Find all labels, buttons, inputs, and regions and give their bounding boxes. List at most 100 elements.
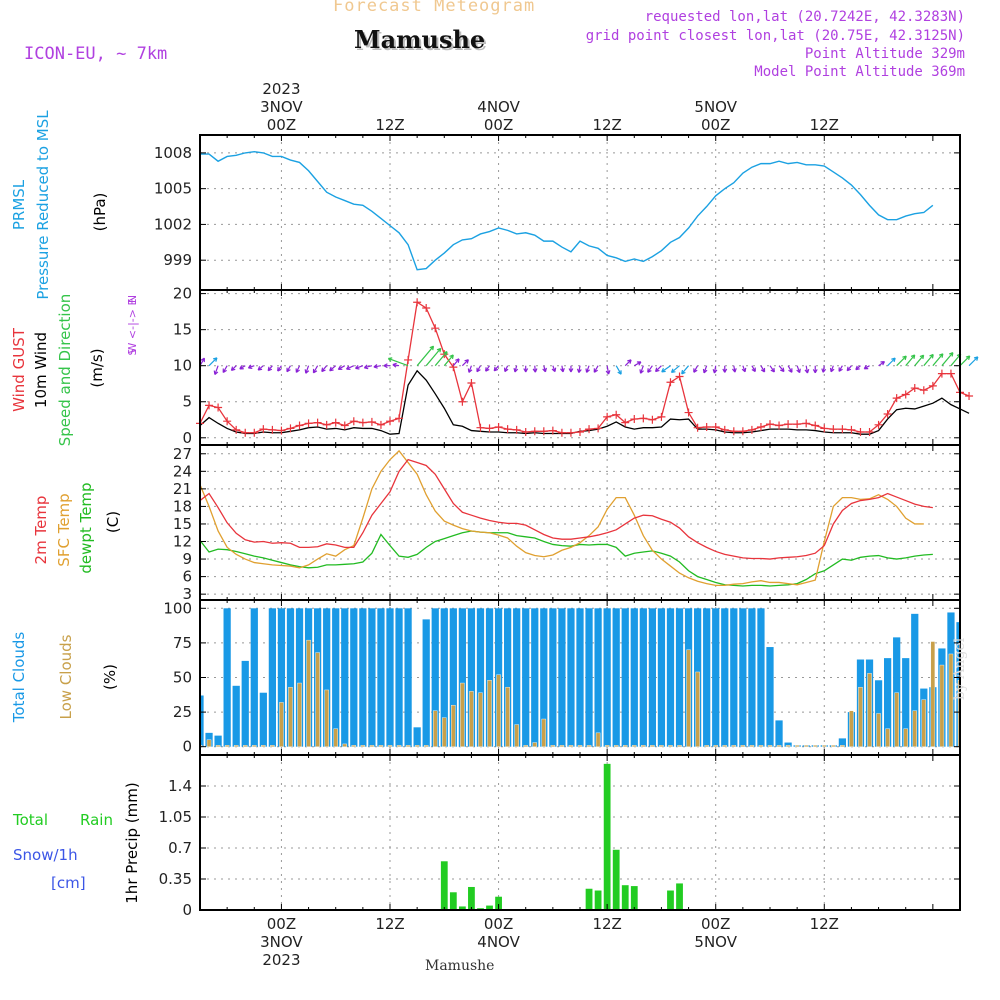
top-time-label: 12Z bbox=[810, 116, 839, 134]
total-clouds-bar bbox=[377, 608, 385, 747]
clouds-label-total: Total Clouds bbox=[10, 632, 28, 724]
low-clouds-bar bbox=[532, 742, 537, 747]
wind-gust-marker bbox=[422, 304, 431, 313]
wind-unit: (m/s) bbox=[88, 348, 106, 387]
wind-direction-arrow bbox=[760, 365, 766, 373]
total-clouds-bar bbox=[413, 727, 421, 747]
low-clouds-bar bbox=[930, 641, 936, 747]
bottom-time-label: 00Z bbox=[484, 915, 513, 933]
total-clouds-bar bbox=[368, 608, 376, 747]
total-clouds-bar bbox=[476, 608, 485, 747]
total-clouds-bar bbox=[359, 608, 367, 747]
wind-direction-arrow bbox=[295, 365, 301, 373]
total-clouds-bar bbox=[223, 608, 231, 747]
wind-direction-arrow bbox=[731, 365, 737, 373]
wind-gust-line bbox=[199, 301, 970, 434]
temp-label-dewpt: dewpt Temp bbox=[77, 482, 95, 573]
low-clouds-bar bbox=[288, 686, 293, 747]
low-clouds-bar bbox=[442, 717, 447, 747]
wind-gust-marker bbox=[965, 391, 974, 400]
wind-direction-arrow bbox=[838, 365, 843, 372]
total-clouds-bar bbox=[748, 608, 756, 747]
wind-gust-marker bbox=[358, 418, 367, 427]
wind-direction-arrow bbox=[863, 365, 870, 370]
low-clouds-bar bbox=[604, 745, 610, 747]
wind-gust-marker bbox=[603, 412, 612, 421]
wind-direction-arrow bbox=[392, 362, 400, 368]
grid-point-coords: grid point closest lon,lat (20.75E, 42.3… bbox=[585, 28, 965, 44]
wind-direction-arrow bbox=[286, 365, 291, 373]
low-clouds-bar bbox=[306, 639, 311, 747]
low-clouds-bar bbox=[695, 671, 700, 747]
clouds-label-low: Low Clouds bbox=[57, 634, 75, 719]
low-clouds-bar bbox=[641, 745, 646, 747]
wind-direction-arrow bbox=[722, 365, 728, 373]
total-clouds-bar bbox=[467, 608, 476, 747]
low-clouds-bar bbox=[396, 745, 402, 747]
wind-gust-marker bbox=[313, 418, 322, 427]
low-clouds-bar bbox=[423, 745, 429, 747]
rain-bar bbox=[630, 886, 638, 910]
low-clouds-bar bbox=[740, 745, 746, 747]
panel-frames bbox=[199, 134, 961, 911]
wind-direction-arrow bbox=[661, 365, 671, 373]
wind-direction-arrow bbox=[941, 352, 954, 367]
precip-label: 1hr Precip (mm) bbox=[123, 782, 141, 903]
wind-gust-marker bbox=[340, 421, 349, 430]
rain-bar bbox=[449, 892, 457, 910]
low-clouds-bar bbox=[722, 745, 727, 747]
top-time-label: 3NOV bbox=[260, 98, 303, 116]
wind-direction-arrow bbox=[633, 361, 642, 367]
total-clouds-bar bbox=[884, 658, 892, 747]
wind-direction-arrow bbox=[796, 365, 801, 374]
total-clouds-bar bbox=[422, 619, 430, 747]
low-clouds-bar bbox=[261, 745, 266, 747]
wind-direction-arrow bbox=[213, 365, 219, 375]
wind-direction-arrow bbox=[896, 355, 907, 367]
total-clouds-bar bbox=[558, 608, 566, 747]
low-clouds-bar bbox=[433, 710, 438, 747]
total-clouds-bar bbox=[268, 608, 276, 747]
wind-gust-marker bbox=[711, 422, 720, 431]
total-clouds-bar bbox=[639, 608, 647, 747]
total-clouds-bar bbox=[440, 608, 448, 747]
wind-ytick-label: 0 bbox=[182, 429, 192, 447]
wind-gust-marker bbox=[838, 425, 847, 434]
wind-gust-marker bbox=[675, 372, 684, 381]
temp-label-2m: 2m Temp bbox=[32, 496, 50, 565]
rain-bar bbox=[667, 890, 674, 910]
requested-coords: requested lon,lat (20.7242E, 42.3283N) bbox=[644, 9, 965, 25]
footer-location: Mamushe bbox=[425, 958, 495, 974]
wind-gust-marker bbox=[214, 403, 223, 412]
temperature-ytick-label: 27 bbox=[173, 445, 192, 463]
temperature-ytick-label: 21 bbox=[173, 480, 192, 498]
wind-direction-arrow bbox=[846, 365, 852, 372]
total-clouds-bar bbox=[232, 685, 240, 747]
location-title: Mamushe bbox=[354, 25, 486, 54]
wind-direction-arrow bbox=[452, 358, 460, 367]
compass-north: N bbox=[126, 295, 139, 303]
wind-gust-marker bbox=[775, 421, 784, 430]
wind-direction-arrow bbox=[821, 365, 827, 373]
top-time-label: 00Z bbox=[267, 116, 296, 134]
wind-direction-arrow bbox=[804, 365, 810, 374]
low-clouds-bar bbox=[831, 745, 836, 747]
low-clouds-bar bbox=[885, 728, 890, 747]
low-clouds-bar bbox=[451, 704, 456, 747]
wind-direction-arrow bbox=[304, 365, 310, 374]
wind-direction-arrow bbox=[712, 365, 718, 374]
wind-direction-arrow bbox=[812, 365, 818, 374]
low-clouds-bar bbox=[315, 652, 320, 747]
total-clouds-bar bbox=[594, 608, 602, 747]
wind-ytick-label: 5 bbox=[182, 393, 192, 411]
wind-gust-marker bbox=[539, 427, 548, 436]
wind-gust-marker bbox=[413, 298, 422, 307]
total-clouds-bar bbox=[576, 608, 584, 747]
wind-gust-marker bbox=[793, 420, 802, 429]
low-clouds-bar bbox=[948, 653, 954, 747]
model-altitude: Model Point Altitude 369m bbox=[754, 64, 965, 80]
wind-gust-marker bbox=[738, 427, 747, 436]
total-clouds-bar bbox=[911, 613, 919, 747]
wind-gust-marker bbox=[919, 386, 928, 395]
